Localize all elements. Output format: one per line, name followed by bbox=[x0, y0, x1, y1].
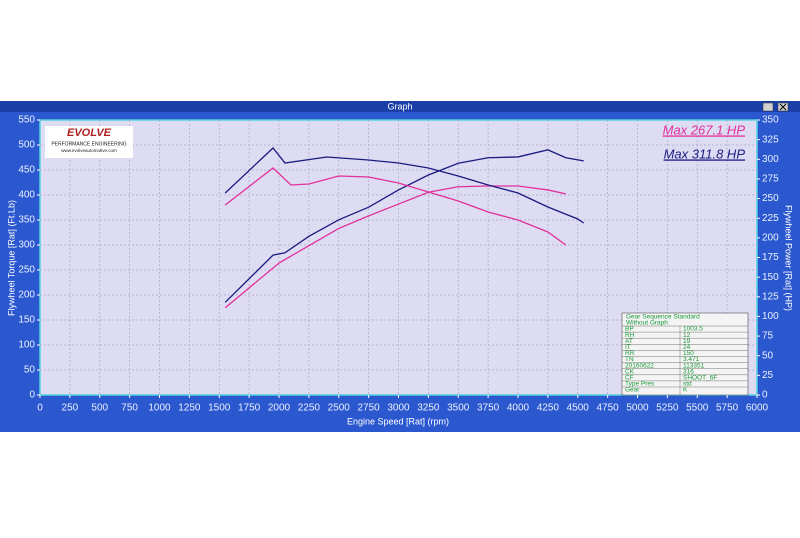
logo-brand: EVOLVE bbox=[67, 127, 112, 139]
y-tick-label: 250 bbox=[18, 265, 35, 276]
y2-tick-label: 125 bbox=[762, 291, 779, 302]
y-tick-label: 300 bbox=[18, 240, 35, 251]
y2-tick-label: 300 bbox=[762, 154, 779, 165]
info-cell: 19 bbox=[683, 338, 691, 345]
y-tick-label: 50 bbox=[24, 365, 36, 376]
y-tick-label: 0 bbox=[29, 390, 35, 401]
info-cell: CF bbox=[625, 375, 634, 382]
y2-tick-label: 275 bbox=[762, 174, 779, 185]
x-tick-label: 1750 bbox=[238, 403, 261, 414]
info-cell: 3.471 bbox=[683, 356, 700, 363]
lines bbox=[224, 147, 585, 309]
info-cell: 316 bbox=[683, 368, 694, 375]
info-cell: 1003.5 bbox=[683, 326, 703, 333]
y-tick-label: 150 bbox=[18, 315, 35, 326]
y-tick-label: 100 bbox=[18, 340, 35, 351]
y2-tick-label: 350 bbox=[762, 115, 779, 126]
x-tick-label: 3250 bbox=[417, 403, 440, 414]
restore-button[interactable] bbox=[762, 102, 774, 112]
y-tick-label: 500 bbox=[18, 140, 35, 151]
info-header: Without Graph bbox=[626, 320, 668, 327]
info-cell: std bbox=[683, 381, 692, 388]
x-tick-label: 4250 bbox=[537, 403, 560, 414]
data-line bbox=[224, 147, 585, 224]
x-tick-label: 5250 bbox=[656, 403, 679, 414]
info-cell: IT bbox=[625, 344, 631, 351]
legend-entry: Max 311.8 HP bbox=[664, 146, 746, 161]
info-cell: AT bbox=[625, 338, 633, 345]
y2-axis-label: Flywheel Power [Rat] (HP) bbox=[784, 205, 794, 311]
y2-tick-label: 100 bbox=[762, 311, 779, 322]
y2-tick-label: 150 bbox=[762, 272, 779, 283]
y2-tick-label: 25 bbox=[762, 370, 774, 381]
info-cell: Type Pres bbox=[625, 381, 655, 388]
x-tick-label: 1250 bbox=[178, 403, 201, 414]
x-tick-label: 5500 bbox=[686, 403, 709, 414]
x-tick-label: 2750 bbox=[358, 403, 381, 414]
x-tick-label: 2250 bbox=[298, 403, 321, 414]
info-background bbox=[621, 312, 749, 396]
x-tick-label: 4750 bbox=[597, 403, 620, 414]
x-tick-label: 750 bbox=[121, 403, 138, 414]
logo bbox=[45, 126, 133, 158]
y2-tick-label: 75 bbox=[762, 331, 774, 342]
x-tick-label: 1000 bbox=[148, 403, 171, 414]
info-cell: RH bbox=[625, 332, 635, 339]
y2-tick-label: 250 bbox=[762, 193, 779, 204]
legend-entry: Max 267.1 HP bbox=[663, 122, 746, 137]
x-tick-label: 500 bbox=[91, 403, 108, 414]
y2-tick-label: 50 bbox=[762, 350, 774, 361]
y2-tick-label: 175 bbox=[762, 252, 779, 263]
close-icon bbox=[779, 103, 787, 111]
y-tick-label: 450 bbox=[18, 165, 35, 176]
x-tick-label: 0 bbox=[37, 403, 43, 414]
x-tick-label: 4000 bbox=[507, 403, 530, 414]
data-line bbox=[224, 149, 584, 303]
y2-tick-label: 200 bbox=[762, 232, 779, 243]
x-tick-label: 3000 bbox=[387, 403, 410, 414]
info-cell: SHOOT_6F bbox=[683, 375, 717, 382]
info-cell: 113351 bbox=[683, 362, 705, 369]
info-cell: 150 bbox=[683, 350, 694, 357]
logo-url: www.evolveautomotive.com bbox=[61, 148, 117, 153]
axes: 0 250 500 750 1000 1250 1500 1750 2000 2250 2500 27… bbox=[18, 115, 779, 414]
window-title: Graph bbox=[387, 101, 412, 111]
info-cell: CK bbox=[625, 368, 635, 375]
x-tick-label: 2000 bbox=[268, 403, 291, 414]
x-tick-label: 250 bbox=[62, 403, 79, 414]
x-tick-label: 2500 bbox=[328, 403, 351, 414]
logo-tagline: PERFORMANCE ENGINEERING bbox=[51, 141, 126, 147]
y-tick-label: 550 bbox=[18, 115, 35, 126]
x-axis-label: Engine Speed [Rat] (rpm) bbox=[347, 416, 449, 426]
x-tick-label: 6000 bbox=[746, 403, 769, 414]
info-cell: 12 bbox=[683, 332, 691, 339]
data-line bbox=[224, 167, 567, 246]
y-tick-label: 400 bbox=[18, 190, 35, 201]
y-tick-label: 350 bbox=[18, 215, 35, 226]
title-bar bbox=[0, 101, 800, 112]
info-cell: 20160622 bbox=[625, 362, 654, 369]
info-cell: K bbox=[683, 387, 688, 394]
info-header: Gear Sequence Standard bbox=[626, 314, 700, 321]
x-tick-label: 5000 bbox=[626, 403, 649, 414]
info-cell: 24 bbox=[683, 344, 691, 351]
y2-tick-label: 325 bbox=[762, 134, 779, 145]
y-axis-label: Flywheel Torque [Rat] (Ft.Lb) bbox=[6, 200, 16, 316]
info-cell: RR bbox=[625, 350, 635, 357]
info-cell: TN bbox=[625, 356, 634, 363]
y2-tick-label: 0 bbox=[762, 390, 768, 401]
y-tick-label: 200 bbox=[18, 290, 35, 301]
x-tick-label: 5750 bbox=[716, 403, 739, 414]
x-tick-label: 1500 bbox=[208, 403, 231, 414]
x-tick-label: 3750 bbox=[477, 403, 500, 414]
x-tick-label: 3500 bbox=[447, 403, 470, 414]
data-line bbox=[224, 185, 566, 309]
info-cell: BP bbox=[625, 326, 634, 333]
x-tick-label: 4500 bbox=[567, 403, 590, 414]
y2-tick-label: 225 bbox=[762, 213, 779, 224]
info-cell: Gear bbox=[625, 387, 640, 394]
